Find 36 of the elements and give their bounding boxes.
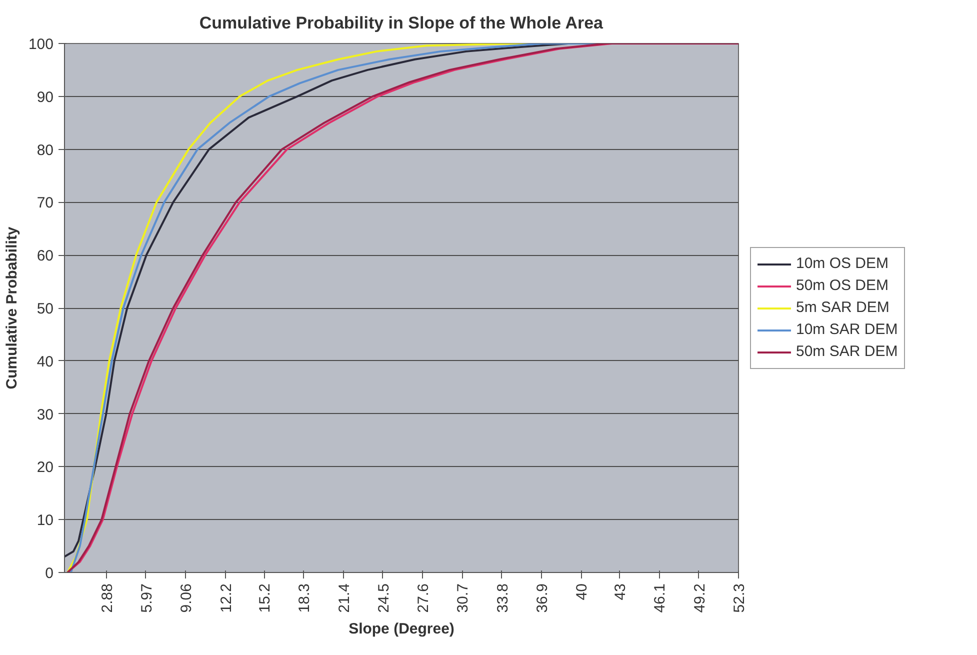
x-tick-label: 24.5 — [375, 583, 392, 613]
x-tick-label: 15.2 — [256, 583, 274, 613]
y-tick-label: 50 — [36, 300, 54, 318]
legend-label: 50m OS DEM — [796, 277, 889, 294]
y-tick-label: 100 — [28, 36, 54, 53]
y-tick-label: 30 — [36, 406, 54, 424]
x-tick-label: 27.6 — [415, 583, 432, 613]
x-tick-label: 12.2 — [218, 583, 236, 613]
x-tick-label: 5.97 — [138, 583, 156, 613]
legend-label: 10m OS DEM — [796, 255, 889, 272]
legend-label: 50m SAR DEM — [796, 343, 898, 360]
legend-label: 10m SAR DEM — [796, 321, 898, 338]
x-tick-label: 30.7 — [454, 583, 472, 613]
x-tick-label: 18.3 — [296, 583, 314, 613]
x-tick-label: 33.8 — [494, 583, 512, 613]
x-tick-label: 21.4 — [336, 583, 353, 613]
x-tick-label: 9.06 — [178, 583, 195, 613]
legend-label: 5m SAR DEM — [796, 299, 890, 316]
y-axis-title: Cumulative Probability — [3, 226, 20, 390]
x-tick-label: 52.3 — [731, 583, 748, 613]
x-tick-label: 40 — [574, 583, 591, 600]
x-tick-label: 36.9 — [534, 583, 552, 613]
x-tick-label: 2.88 — [98, 583, 116, 613]
x-tick-label: 43 — [612, 583, 630, 600]
y-tick-label: 0 — [45, 565, 54, 582]
y-tick-label: 80 — [36, 142, 54, 159]
chart-title: Cumulative Probability in Slope of the Whole Area — [199, 14, 604, 32]
y-tick-label: 90 — [36, 88, 54, 106]
y-tick-label: 70 — [36, 194, 54, 212]
x-tick-label: 46.1 — [652, 583, 669, 613]
y-tick-label: 40 — [36, 353, 54, 370]
y-tick-label: 10 — [36, 512, 54, 530]
x-tick-label: 49.2 — [691, 583, 708, 613]
x-axis-title: Slope (Degree) — [348, 620, 454, 638]
y-tick-label: 20 — [36, 459, 54, 476]
y-tick-label: 60 — [36, 248, 54, 265]
